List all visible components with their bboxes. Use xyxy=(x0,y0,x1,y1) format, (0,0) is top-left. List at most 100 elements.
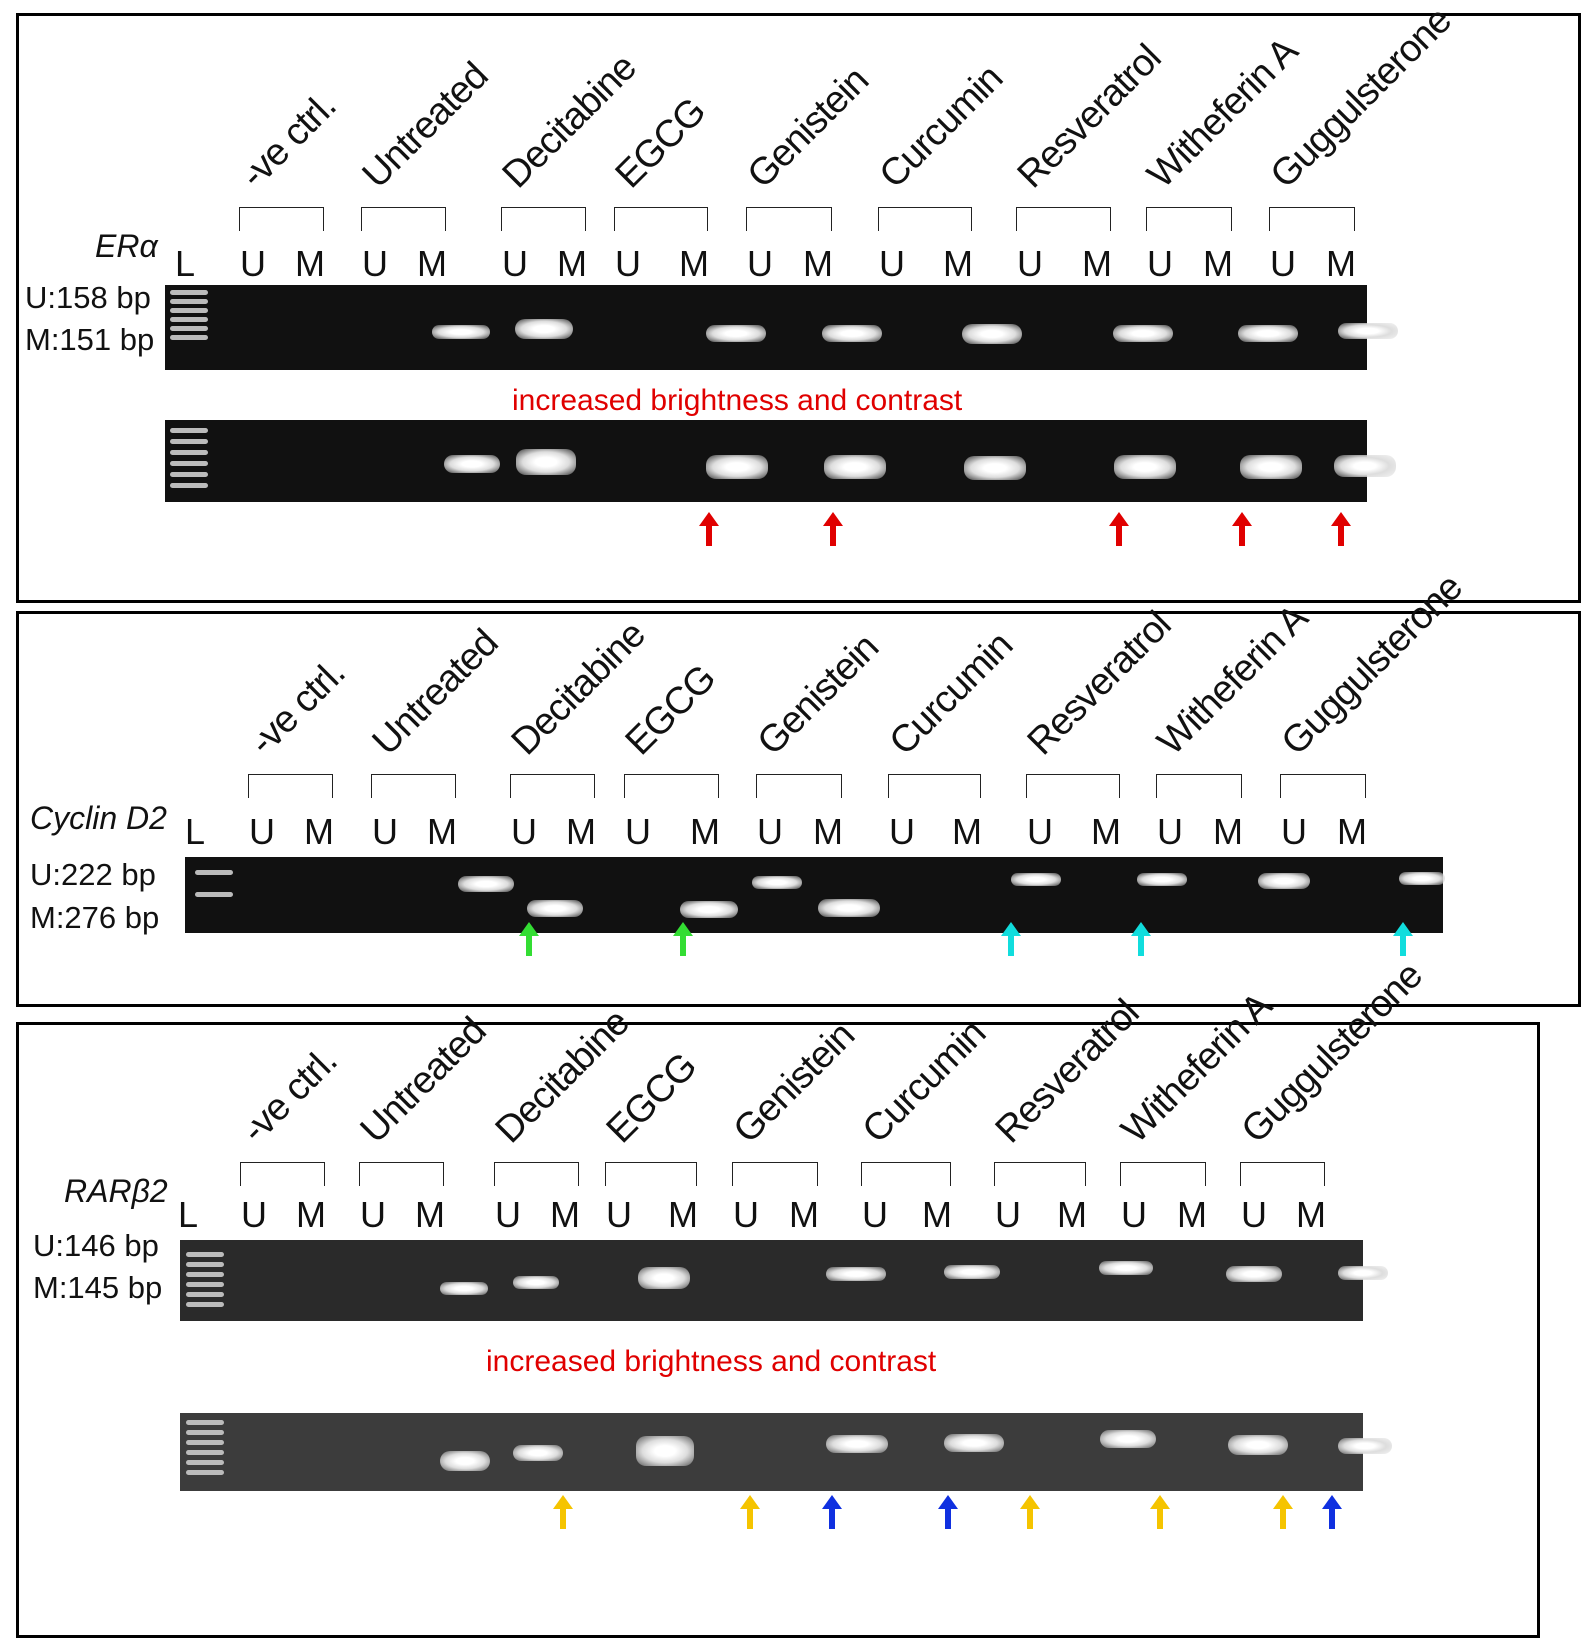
rarb2-lane-u: U xyxy=(995,1194,1021,1235)
era-bracket xyxy=(878,207,972,231)
era-bracket xyxy=(614,207,708,231)
rarb2-lane-m: M xyxy=(415,1194,445,1235)
yellow-arrow-icon xyxy=(553,1495,573,1529)
yellow-arrow-icon xyxy=(1020,1495,1040,1529)
rarb2-gel-band xyxy=(440,1281,488,1295)
cyclin-d2-lane-u: U xyxy=(1157,811,1183,852)
era-ladder-band xyxy=(170,317,208,322)
cyclin-d2-gel-band xyxy=(527,899,583,917)
rarb2-gel-band xyxy=(1338,1438,1392,1454)
rarb2-lane-m: M xyxy=(789,1194,819,1235)
cyclin-d2-gel-band xyxy=(1137,872,1187,886)
era-gel-band xyxy=(1114,455,1176,479)
cyclin-d2-m-size: M:276 bp xyxy=(30,900,160,935)
rarb2-bracket xyxy=(359,1162,444,1186)
era-lane-m: M xyxy=(803,243,833,284)
rarb2-lane-m: M xyxy=(668,1194,698,1235)
cyclin-d2-bracket xyxy=(371,774,456,798)
era-gel-band xyxy=(444,455,500,473)
cyclin-d2-gel-band xyxy=(818,899,880,917)
rarb2-ladder-band xyxy=(186,1272,224,1277)
era-lane-u: U xyxy=(1270,243,1296,284)
era-gel-band xyxy=(1240,455,1302,479)
cyclin-d2-gel-band xyxy=(680,900,738,918)
rarb2-bracket xyxy=(732,1162,818,1186)
era-bracket xyxy=(1269,207,1355,231)
era-lane-u: U xyxy=(615,243,641,284)
cyclin-d2-gene-name: Cyclin D2 xyxy=(30,800,167,836)
red-arrow-icon xyxy=(1232,512,1252,546)
yellow-arrow-icon xyxy=(740,1495,760,1529)
cyclin-d2-bracket xyxy=(888,774,981,798)
rarb2-bracket xyxy=(240,1162,325,1186)
era-u-size: U:158 bp xyxy=(25,280,151,315)
rarb2-ladder-band xyxy=(186,1262,224,1267)
cyclin-d2-gel-image xyxy=(185,857,1443,933)
rarb2-lane-ladder: L xyxy=(177,1194,199,1235)
rarb2-gel-band xyxy=(513,1445,563,1461)
red-arrow-icon xyxy=(823,512,843,546)
rarb2-lane-m: M xyxy=(922,1194,952,1235)
rarb2-ladder-band xyxy=(186,1440,224,1445)
era-lane-u: U xyxy=(1017,243,1043,284)
rarb2-ladder-band xyxy=(186,1420,224,1425)
era-gel-image xyxy=(165,285,1367,370)
era-m-size: M:151 bp xyxy=(25,322,155,357)
red-arrow-icon xyxy=(1331,512,1351,546)
cyclin-d2-lane-u: U xyxy=(889,811,915,852)
cyclin-d2-lane-ladder: L xyxy=(184,811,206,852)
era-lane-m: M xyxy=(417,243,447,284)
rarb2-ladder-band xyxy=(186,1430,224,1435)
red-arrow-icon xyxy=(699,512,719,546)
cyclin-d2-gel-band xyxy=(1258,873,1310,889)
era-lane-m: M xyxy=(679,243,709,284)
rarb2-gel-image xyxy=(180,1240,1363,1321)
era-lane-ladder: L xyxy=(174,243,196,284)
cyan-arrow-icon xyxy=(1001,922,1021,956)
era-lane-m: M xyxy=(1326,243,1356,284)
blue-arrow-icon xyxy=(1322,1495,1342,1529)
era-gel-band xyxy=(1338,323,1398,339)
era-lane-m: M xyxy=(943,243,973,284)
red-arrow-icon xyxy=(1109,512,1129,546)
rarb2-lane-m: M xyxy=(1177,1194,1207,1235)
era-lane-m: M xyxy=(1203,243,1233,284)
era-lane-m: M xyxy=(1082,243,1112,284)
cyclin-d2-lane-m: M xyxy=(1091,811,1121,852)
cyan-arrow-icon xyxy=(1393,922,1413,956)
panel-rarb2 xyxy=(16,1022,1540,1638)
rarb2-gel-band xyxy=(513,1275,559,1289)
rarb2-lane-u: U xyxy=(733,1194,759,1235)
era-bracket xyxy=(1146,207,1232,231)
rarb2-lane-u: U xyxy=(241,1194,267,1235)
cyclin-d2-ladder-band xyxy=(195,892,233,897)
rarb2-lane-u: U xyxy=(606,1194,632,1235)
era-gel-band xyxy=(962,324,1022,344)
era-gel-band xyxy=(822,324,882,342)
era-lane-u: U xyxy=(362,243,388,284)
era-ladder-band xyxy=(170,335,208,340)
rarb2-ladder-band xyxy=(186,1470,224,1475)
cyclin-d2-lane-u: U xyxy=(372,811,398,852)
cyclin-d2-lane-m: M xyxy=(427,811,457,852)
era-bracket xyxy=(239,207,324,231)
era-lane-m: M xyxy=(557,243,587,284)
cyclin-d2-lane-m: M xyxy=(566,811,596,852)
rarb2-lane-m: M xyxy=(1057,1194,1087,1235)
rarb2-gel-band xyxy=(1338,1266,1388,1280)
rarb2-lane-m: M xyxy=(550,1194,580,1235)
era-ladder-band xyxy=(170,326,208,331)
rarb2-m-size: M:145 bp xyxy=(33,1270,163,1305)
cyclin-d2-bracket xyxy=(1156,774,1242,798)
era-gel-band xyxy=(516,449,576,475)
cyclin-d2-lane-m: M xyxy=(690,811,720,852)
cyclin-d2-bracket xyxy=(756,774,842,798)
rarb2-gel-band xyxy=(638,1267,690,1289)
era-gel-band xyxy=(706,455,768,479)
rarb2-enhancement-note: increased brightness and contrast xyxy=(486,1345,937,1378)
era-lane-u: U xyxy=(747,243,773,284)
rarb2-bracket xyxy=(1240,1162,1325,1186)
era-ladder-band xyxy=(170,290,208,295)
green-arrow-icon xyxy=(519,922,539,956)
cyclin-d2-lane-m: M xyxy=(304,811,334,852)
